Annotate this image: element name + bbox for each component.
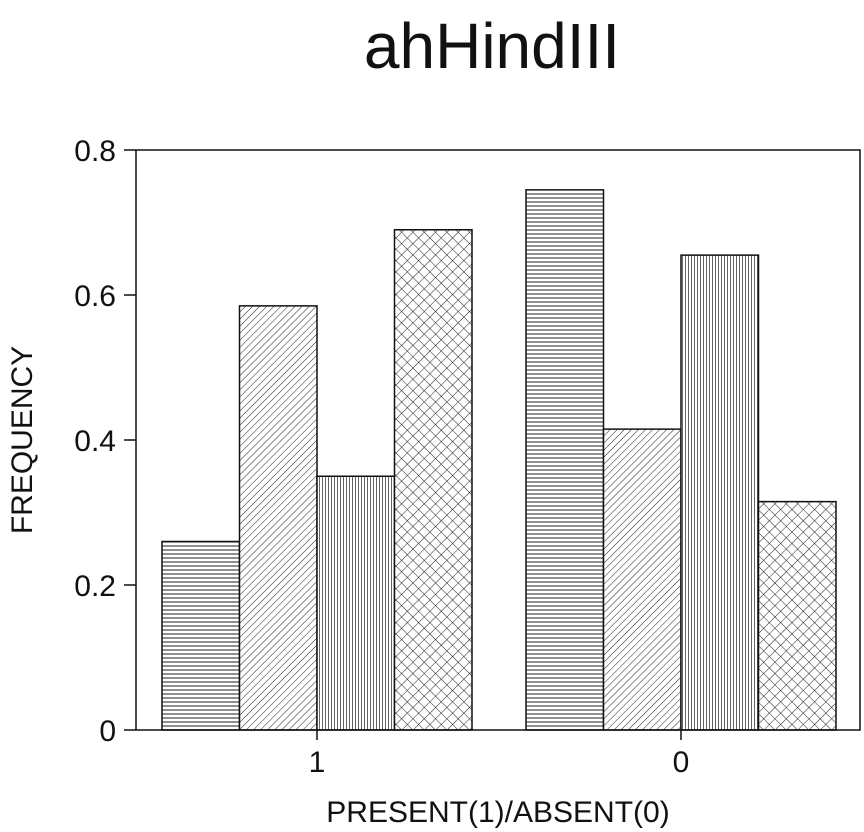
bars-group (161, 189, 837, 731)
y-axis-label: FREQUENCY (6, 346, 39, 534)
bar-diagonal-lines-cat-1 (238, 305, 318, 731)
bar-diagonal-lines-cat-0 (602, 428, 682, 731)
chart-title: ahHindIII (364, 10, 620, 82)
bar-crosshatch-cat-1 (393, 229, 473, 731)
y-tick-label: 0.2 (74, 570, 116, 603)
bar-vertical-lines-cat-1 (316, 475, 396, 731)
y-tick-label: 0.8 (74, 135, 116, 168)
x-tick-label: 1 (309, 746, 326, 779)
bar-horizontal-lines-cat-0 (525, 189, 605, 731)
y-tick-label: 0.6 (74, 280, 116, 313)
x-axis-label: PRESENT(1)/ABSENT(0) (326, 796, 669, 829)
bar-vertical-lines-cat-0 (680, 254, 760, 731)
bar-crosshatch-cat-0 (757, 500, 837, 731)
y-axis: 0 0.2 0.4 0.6 0.8 (74, 135, 136, 748)
bar-horizontal-lines-cat-1 (161, 540, 241, 731)
y-tick-label: 0.4 (74, 425, 116, 458)
y-tick-label: 0 (99, 715, 116, 748)
x-tick-label: 0 (673, 746, 690, 779)
